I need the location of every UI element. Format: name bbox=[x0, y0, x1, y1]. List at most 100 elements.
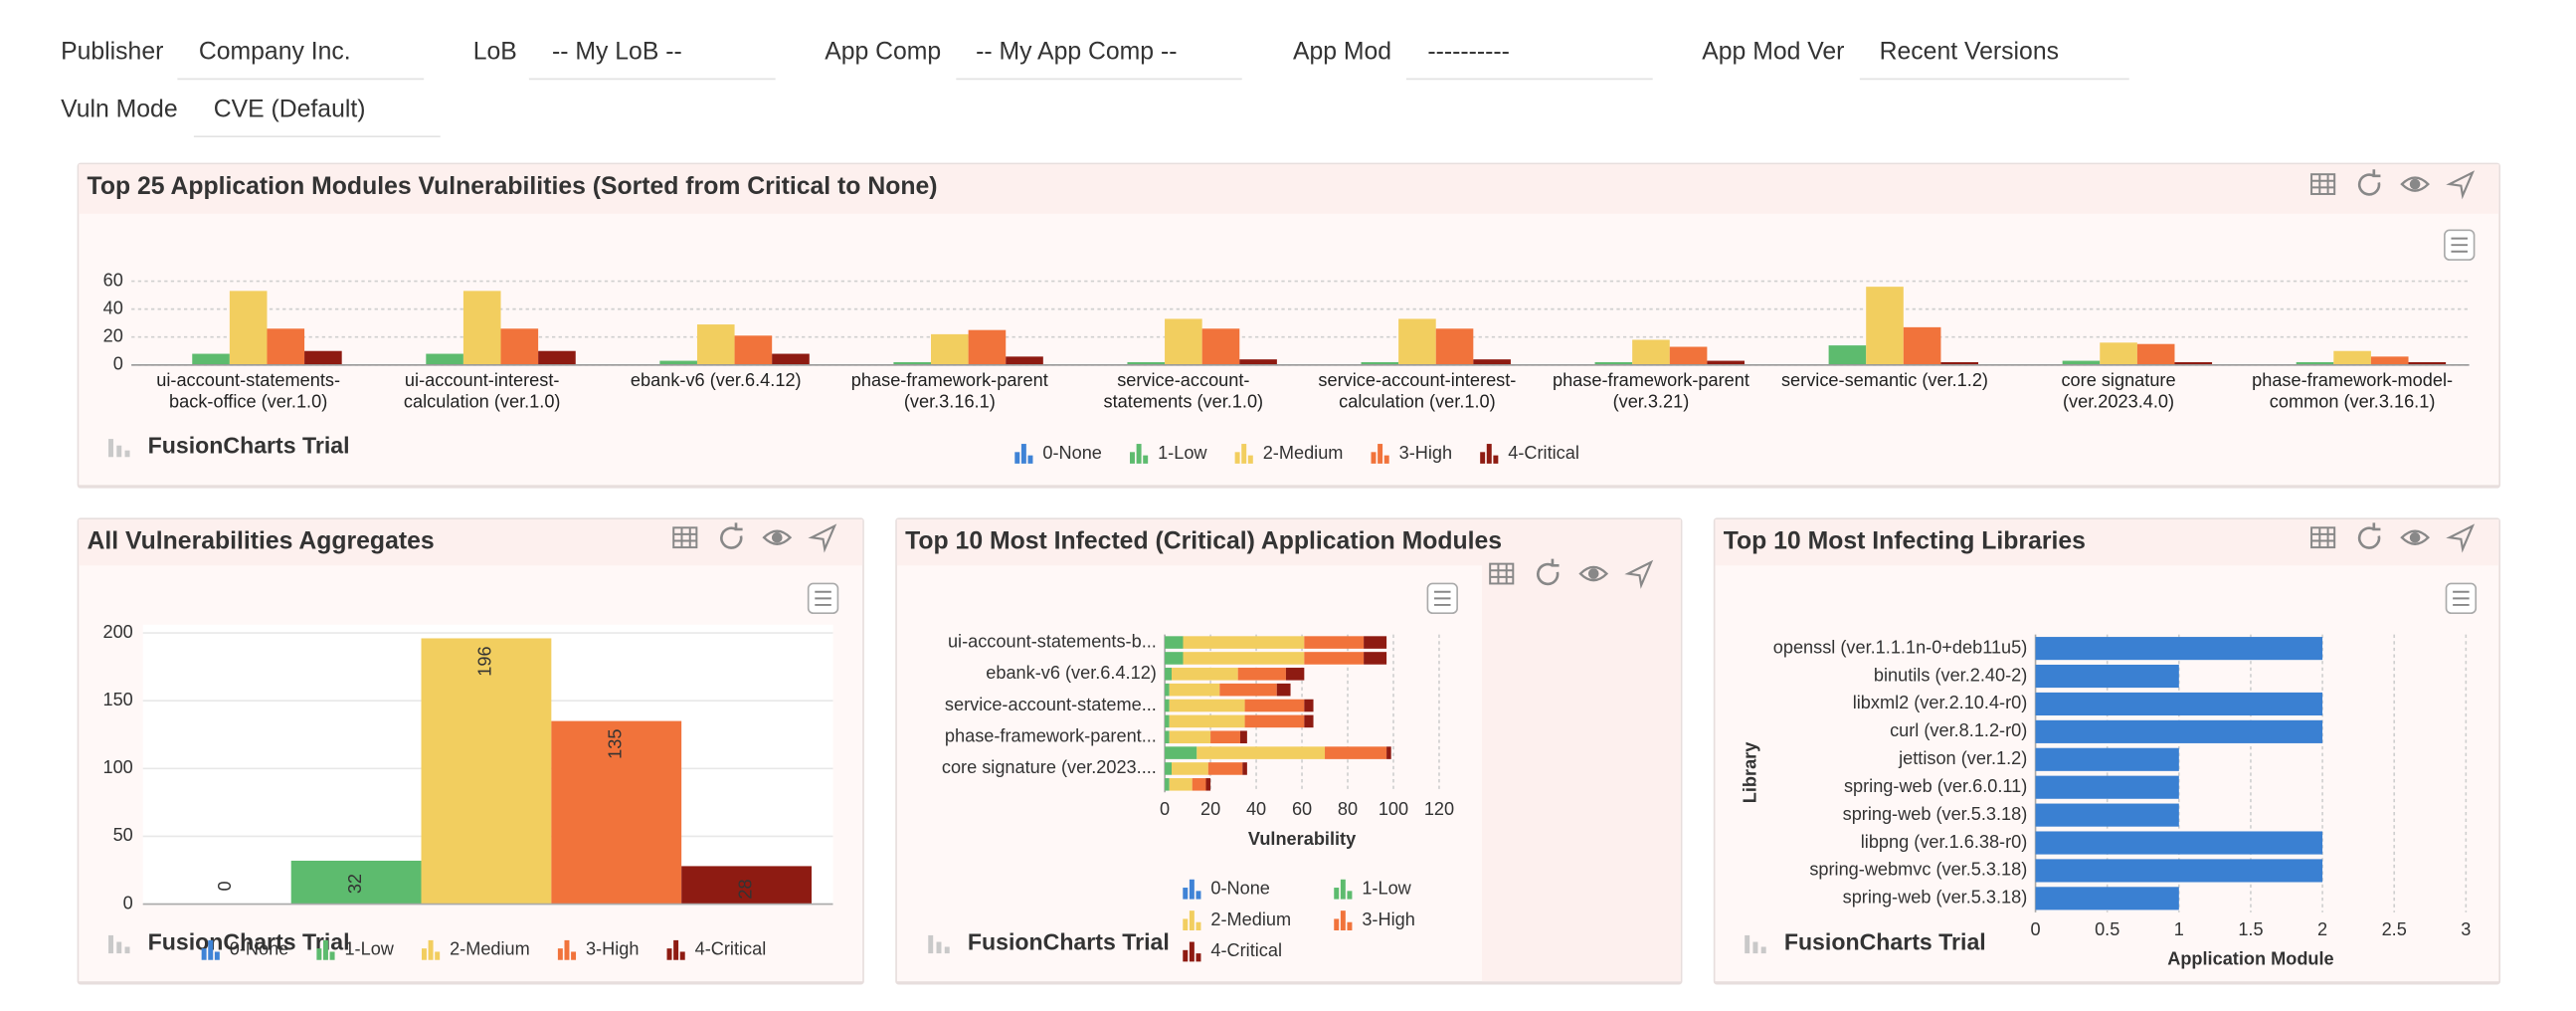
x-tick-label-box: phase-framework-parent (ver.3.16.1) bbox=[851, 371, 1048, 412]
icon-part bbox=[1378, 444, 1383, 464]
logo-part bbox=[936, 941, 942, 954]
icon-part bbox=[808, 523, 837, 553]
icon-part bbox=[1578, 565, 1609, 582]
y-tick-label: core signature (ver.2023.... bbox=[942, 757, 1157, 777]
refresh-icon[interactable] bbox=[720, 522, 743, 549]
y-tick-label: libpng (ver.1.6.38-r0) bbox=[1861, 832, 2028, 852]
icon-part bbox=[1334, 888, 1340, 900]
legend-icon bbox=[1334, 910, 1353, 930]
legend-label[interactable]: 3-High bbox=[1362, 910, 1415, 929]
icon-part bbox=[435, 951, 441, 960]
table-icon[interactable] bbox=[2310, 526, 2336, 549]
bar-segment bbox=[1304, 652, 1365, 665]
filter-value[interactable]: -- My LoB -- bbox=[552, 38, 682, 65]
filter-input[interactable] bbox=[1405, 29, 1653, 80]
legend-icon bbox=[1371, 444, 1389, 464]
legend-label[interactable]: 1-Low bbox=[1362, 878, 1411, 898]
eye-icon[interactable] bbox=[2400, 176, 2430, 192]
filter-input[interactable] bbox=[1859, 29, 2129, 80]
legend-icon bbox=[1234, 444, 1253, 464]
legend-label[interactable]: 4-Critical bbox=[695, 939, 767, 959]
filter-input[interactable] bbox=[956, 29, 1242, 80]
legend-label[interactable]: 1-Low bbox=[1158, 443, 1207, 463]
legend-label[interactable]: 2-Medium bbox=[1263, 443, 1344, 463]
bar-segment bbox=[1165, 714, 1170, 728]
bar bbox=[267, 328, 305, 365]
icon-part bbox=[1480, 452, 1486, 464]
legend-label[interactable]: 4-Critical bbox=[1210, 940, 1282, 960]
filter-value[interactable]: ---------- bbox=[1427, 38, 1509, 65]
menu-button[interactable] bbox=[2445, 582, 2478, 615]
bar bbox=[1361, 361, 1399, 365]
x-tick-label-box: ui-account-statements-back-office (ver.1… bbox=[156, 371, 341, 413]
icon-part bbox=[2400, 176, 2430, 192]
y-tick-label: curl (ver.8.1.2-r0) bbox=[1890, 720, 2027, 740]
legend-label[interactable]: 3-High bbox=[586, 939, 640, 959]
bar bbox=[1239, 359, 1277, 365]
legend-label[interactable]: 4-Critical bbox=[1508, 443, 1579, 463]
filter-label: App Mod Ver bbox=[1702, 38, 1844, 65]
send-icon[interactable] bbox=[2446, 170, 2476, 200]
eye-icon[interactable] bbox=[762, 529, 793, 545]
icon-part bbox=[673, 527, 697, 548]
legend-icon bbox=[557, 939, 577, 960]
x-tick-label: 1.5 bbox=[2238, 919, 2263, 939]
y-tick-label: 20 bbox=[103, 325, 123, 345]
filter-value[interactable]: Recent Versions bbox=[1880, 38, 2059, 65]
y-tick-label: 200 bbox=[102, 622, 132, 642]
menu-lines bbox=[1434, 590, 1451, 606]
legend-label[interactable]: 2-Medium bbox=[1210, 910, 1291, 929]
refresh-icon[interactable] bbox=[2357, 169, 2381, 196]
legend-label[interactable]: 1-Low bbox=[344, 939, 394, 959]
watermark: FusionCharts Trial bbox=[148, 928, 350, 954]
bar bbox=[2035, 831, 2323, 855]
eye-icon[interactable] bbox=[1578, 565, 1609, 582]
legend-label[interactable]: 3-High bbox=[1399, 443, 1453, 463]
table-icon[interactable] bbox=[672, 526, 698, 549]
icon-part bbox=[1020, 444, 1026, 464]
legend-label[interactable]: 2-Medium bbox=[450, 939, 530, 959]
filter-value[interactable]: Company Inc. bbox=[199, 38, 351, 65]
bar bbox=[772, 353, 810, 365]
legend-icon bbox=[1183, 879, 1201, 900]
bar bbox=[462, 291, 501, 365]
menu-button[interactable] bbox=[2444, 229, 2476, 261]
bar bbox=[2174, 361, 2213, 365]
icon-part bbox=[1183, 888, 1189, 900]
filter-value[interactable]: -- My App Comp -- bbox=[976, 38, 1177, 65]
bar-segment bbox=[1325, 746, 1387, 759]
x-tick-label: 0 bbox=[2031, 919, 2041, 939]
eye-icon[interactable] bbox=[2400, 529, 2430, 545]
legend-label[interactable]: 0-None bbox=[1210, 878, 1270, 898]
send-icon[interactable] bbox=[2446, 523, 2476, 553]
x-tick-label: ui-account-statements-back-office (ver.1… bbox=[156, 371, 341, 413]
filter-input[interactable] bbox=[177, 29, 425, 80]
send-icon[interactable] bbox=[1624, 559, 1654, 589]
legend-label[interactable]: 0-None bbox=[1042, 443, 1102, 463]
x-tick-label-box: phase-framework-parent (ver.3.21) bbox=[1553, 371, 1749, 412]
filter-input[interactable] bbox=[193, 87, 441, 137]
icon-part bbox=[2357, 169, 2381, 196]
refresh-icon[interactable] bbox=[1536, 558, 1560, 586]
x-tick-label: core signature (ver.2023.4.0) bbox=[2061, 371, 2176, 413]
bar bbox=[1940, 361, 1979, 365]
send-icon[interactable] bbox=[808, 523, 837, 553]
bar-segment bbox=[1165, 746, 1197, 759]
y-tick-label: service-account-stateme... bbox=[945, 695, 1157, 714]
bar bbox=[931, 333, 969, 365]
table-icon[interactable] bbox=[2310, 173, 2336, 195]
x-tick-label: 120 bbox=[1424, 799, 1454, 819]
bar bbox=[1828, 345, 1867, 365]
bar-segment bbox=[1364, 636, 1387, 649]
menu-button[interactable] bbox=[1426, 582, 1458, 615]
refresh-icon[interactable] bbox=[2357, 522, 2381, 549]
bar bbox=[2035, 664, 2179, 689]
menu-button[interactable] bbox=[807, 582, 839, 615]
filter-value[interactable]: CVE (Default) bbox=[214, 96, 366, 122]
menu-lines bbox=[815, 590, 831, 606]
table-icon[interactable] bbox=[1489, 562, 1515, 585]
legend-label[interactable]: 0-None bbox=[230, 939, 289, 959]
filter-input[interactable] bbox=[528, 29, 776, 80]
